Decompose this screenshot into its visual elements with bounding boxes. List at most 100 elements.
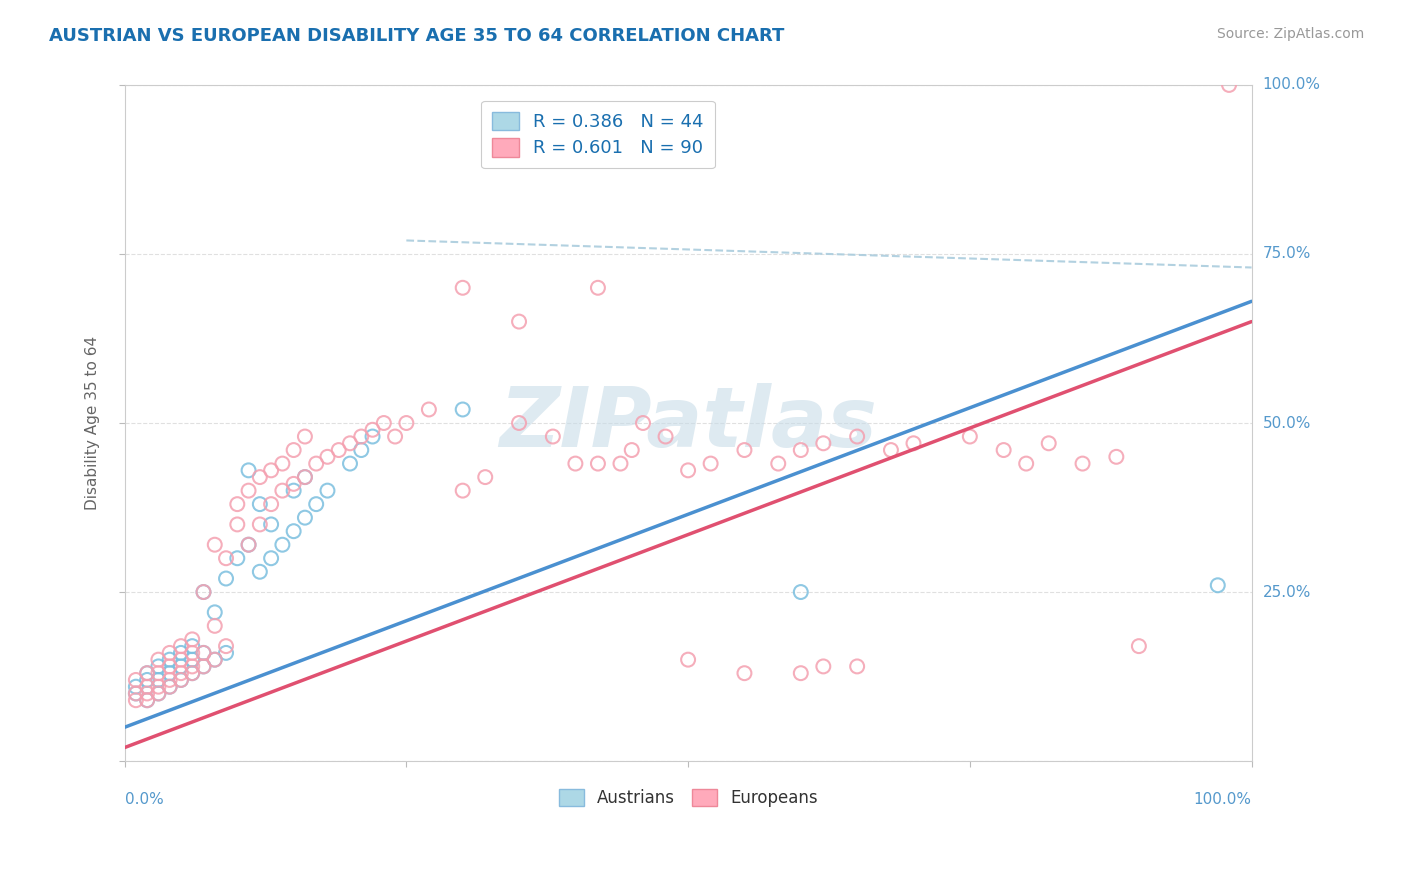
Point — [136, 666, 159, 681]
Point — [193, 646, 215, 660]
Point — [1015, 457, 1038, 471]
Point — [193, 585, 215, 599]
Point — [316, 483, 339, 498]
Point — [654, 429, 676, 443]
Point — [474, 470, 496, 484]
Point — [159, 646, 181, 660]
Point — [451, 402, 474, 417]
Point — [813, 436, 835, 450]
Point — [676, 653, 699, 667]
Point — [271, 483, 294, 498]
Point — [1105, 450, 1128, 464]
Text: 100.0%: 100.0% — [1263, 78, 1320, 93]
Point — [204, 653, 226, 667]
Text: Source: ZipAtlas.com: Source: ZipAtlas.com — [1216, 27, 1364, 41]
Point — [159, 666, 181, 681]
Point — [609, 457, 631, 471]
Point — [181, 653, 204, 667]
Point — [148, 686, 170, 700]
Point — [249, 565, 271, 579]
Point — [846, 429, 869, 443]
Point — [193, 659, 215, 673]
Point — [418, 402, 440, 417]
Point — [159, 653, 181, 667]
Point — [238, 538, 260, 552]
Point — [249, 470, 271, 484]
Point — [193, 585, 215, 599]
Point — [148, 659, 170, 673]
Point — [1128, 639, 1150, 653]
Point — [271, 538, 294, 552]
Point — [1071, 457, 1094, 471]
Text: 50.0%: 50.0% — [1263, 416, 1310, 431]
Point — [880, 443, 903, 458]
Point — [1218, 78, 1240, 92]
Point — [846, 659, 869, 673]
Point — [328, 443, 350, 458]
Point — [125, 686, 148, 700]
Legend: Austrians, Europeans: Austrians, Europeans — [553, 782, 824, 814]
Point — [238, 483, 260, 498]
Point — [260, 497, 283, 511]
Point — [631, 416, 654, 430]
Point — [170, 673, 193, 687]
Point — [564, 457, 586, 471]
Point — [181, 666, 204, 681]
Point — [170, 646, 193, 660]
Point — [768, 457, 790, 471]
Point — [215, 639, 238, 653]
Point — [193, 646, 215, 660]
Point — [508, 315, 530, 329]
Point — [790, 666, 813, 681]
Point — [361, 429, 384, 443]
Point — [148, 680, 170, 694]
Point — [384, 429, 406, 443]
Point — [586, 281, 609, 295]
Point — [125, 693, 148, 707]
Point — [451, 281, 474, 295]
Point — [283, 476, 305, 491]
Point — [1038, 436, 1060, 450]
Point — [260, 517, 283, 532]
Point — [170, 659, 193, 673]
Point — [125, 680, 148, 694]
Point — [699, 457, 721, 471]
Point — [294, 429, 316, 443]
Point — [903, 436, 925, 450]
Point — [586, 457, 609, 471]
Point — [294, 510, 316, 524]
Point — [148, 686, 170, 700]
Point — [215, 572, 238, 586]
Point — [813, 659, 835, 673]
Point — [148, 666, 170, 681]
Point — [508, 416, 530, 430]
Point — [260, 551, 283, 566]
Point — [733, 443, 755, 458]
Point — [1206, 578, 1229, 592]
Point — [204, 605, 226, 619]
Point — [283, 524, 305, 539]
Point — [170, 639, 193, 653]
Point — [181, 639, 204, 653]
Point — [305, 497, 328, 511]
Point — [451, 483, 474, 498]
Text: ZIPatlas: ZIPatlas — [499, 383, 877, 464]
Point — [148, 653, 170, 667]
Point — [181, 632, 204, 647]
Point — [959, 429, 981, 443]
Text: 100.0%: 100.0% — [1194, 791, 1251, 806]
Text: 0.0%: 0.0% — [125, 791, 163, 806]
Point — [204, 653, 226, 667]
Point — [159, 659, 181, 673]
Point — [125, 673, 148, 687]
Point — [350, 429, 373, 443]
Point — [339, 457, 361, 471]
Text: 25.0%: 25.0% — [1263, 584, 1310, 599]
Point — [215, 646, 238, 660]
Point — [226, 517, 249, 532]
Point — [260, 463, 283, 477]
Point — [249, 517, 271, 532]
Point — [159, 680, 181, 694]
Point — [181, 659, 204, 673]
Point — [305, 457, 328, 471]
